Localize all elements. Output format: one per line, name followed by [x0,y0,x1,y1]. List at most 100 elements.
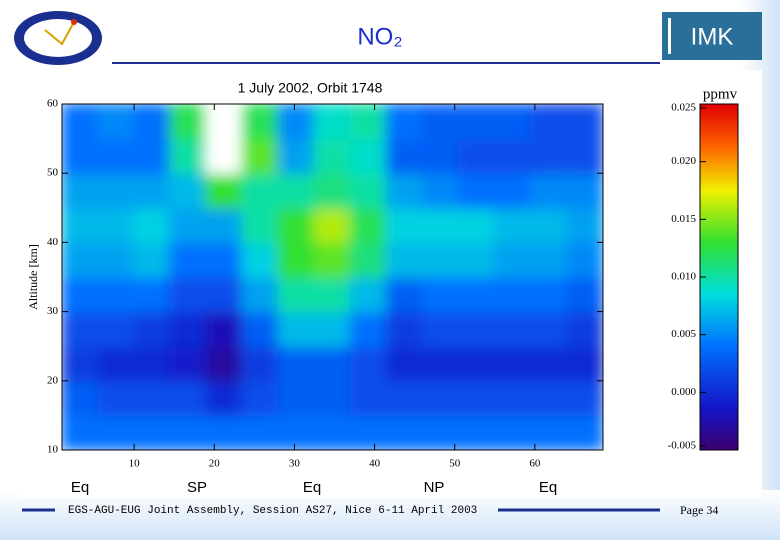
heatmap-cell [565,241,603,278]
heatmap-cell [62,345,100,382]
heatmap-cell [133,345,172,382]
heatmap-cell [529,241,568,278]
logo-text: IMK [691,23,734,50]
heatmap-cell [349,206,388,244]
heatmap-cell [493,104,532,140]
heatmap-cell [385,276,424,313]
heatmap-cell [529,345,568,382]
heatmap-cell [97,206,136,244]
heatmap-cell [97,379,136,417]
heatmap-cell [133,172,172,209]
heatmap-cell [565,206,603,244]
heatmap-cell [457,241,496,278]
heatmap-cell [313,276,352,313]
heatmap-cell [133,206,172,244]
heatmap-cell [205,172,244,209]
heatmap-cell [133,104,172,140]
heatmap-cell [62,104,100,140]
heatmap-cell [457,276,496,313]
heatmap-cell [457,172,496,209]
heatmap-cell [133,414,172,450]
heatmap-cell [241,241,280,278]
heatmap-cell [205,345,244,382]
page-number: Page 34 [680,503,718,517]
heatmap-cell [97,172,136,209]
colorbar-tick-label: 0.005 [671,328,696,340]
heatmap-cell [529,276,568,313]
heatmap-cell [385,137,424,175]
heatmap-cell [62,310,100,348]
heatmap-cell [565,345,603,382]
heatmap [62,104,603,450]
heatmap-cell [133,241,172,278]
heatmap-cell [169,137,208,175]
heatmap-cell [529,172,568,209]
heatmap-cell [349,379,388,417]
heatmap-cell [62,379,100,417]
heatmap-cell [241,379,280,417]
heatmap-cell [241,104,280,140]
heatmap-cell [385,172,424,209]
y-tick-label: 60 [47,98,59,110]
heatmap-cell [349,241,388,278]
heatmap-cell [529,206,568,244]
heatmap-cell [493,379,532,417]
heatmap-cell [385,206,424,244]
y-tick-label: 10 [47,444,59,456]
heatmap-cell [205,276,244,313]
heatmap-cell [241,414,280,450]
heatmap-cell [133,310,172,348]
heatmap-cell [241,206,280,244]
colorbar-label: ppmv [703,86,738,102]
background-edge [0,490,780,540]
y-tick-label: 20 [47,374,59,386]
colorbar-tick-label: 0.010 [671,271,696,283]
heatmap-cell [421,137,460,175]
heatmap-cell [313,206,352,244]
heatmap-cell [493,241,532,278]
x-tick-label: 40 [369,458,381,470]
heatmap-cell [62,137,100,175]
footer-text: EGS-AGU-EUG Joint Assembly, Session AS27… [68,505,477,517]
heatmap-cell [565,276,603,313]
heatmap-cell [133,137,172,175]
heatmap-cell [421,345,460,382]
heatmap-cell [349,310,388,348]
heatmap-cell [277,379,316,417]
heatmap-cell [277,414,316,450]
heatmap-cell [421,241,460,278]
right-logo: IMK [662,12,762,60]
heatmap-cell [313,104,352,140]
heatmap-cell [169,206,208,244]
heatmap-cell [421,414,460,450]
heatmap-cell [529,104,568,140]
heatmap-cell [277,276,316,313]
heatmap-cell [97,276,136,313]
heatmap-cell [169,276,208,313]
chart-title: 1 July 2002, Orbit 1748 [238,80,383,96]
heatmap-cell [349,345,388,382]
heatmap-cell [457,206,496,244]
heatmap-cell [421,206,460,244]
heatmap-cell [97,137,136,175]
heatmap-cell [385,241,424,278]
heatmap-cell [457,379,496,417]
heatmap-cell [205,414,244,450]
heatmap-cell [493,345,532,382]
heatmap-cell [385,379,424,417]
heatmap-cell [385,414,424,450]
heatmap-cell [349,172,388,209]
left-logo [14,11,102,65]
heatmap-cell [62,276,100,313]
heatmap-cell [133,379,172,417]
heatmap-cell [313,345,352,382]
heatmap-cell [421,172,460,209]
heatmap-cell [313,379,352,417]
heatmap-cell [385,345,424,382]
heatmap-cell [565,414,603,450]
heatmap-cell [457,345,496,382]
heatmap-cell [205,206,244,244]
heatmap-cell [565,137,603,175]
heatmap-cell [97,310,136,348]
